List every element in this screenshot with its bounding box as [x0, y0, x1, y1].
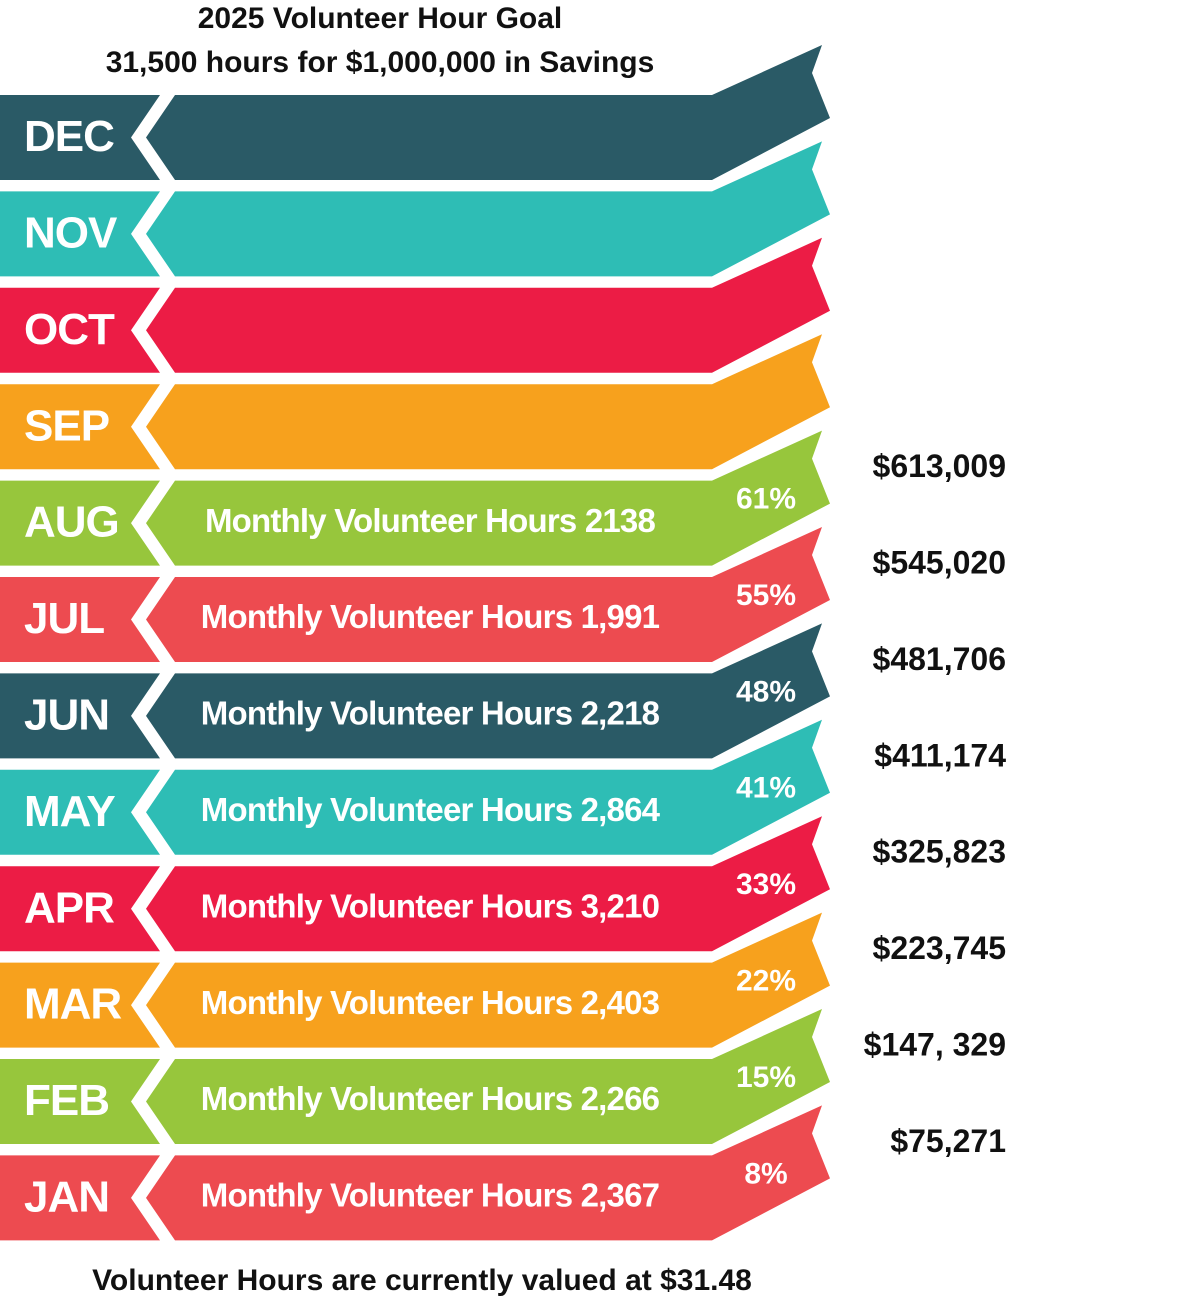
month-label: SEP: [24, 401, 109, 450]
percent-label: 33%: [736, 868, 796, 901]
hours-label: Monthly Volunteer Hours 2138: [205, 502, 656, 539]
ribbon: [146, 816, 830, 952]
hours-label: Monthly Volunteer Hours 2,864: [201, 791, 661, 828]
hours-label: Monthly Volunteer Hours 2,266: [201, 1080, 660, 1117]
savings-label: $325,823: [873, 834, 1006, 870]
savings-label: $481,706: [873, 641, 1006, 677]
month-tab: [0, 384, 160, 470]
savings-label: $223,745: [873, 930, 1006, 966]
month-tab: [0, 577, 160, 662]
subtitle: 31,500 hours for $1,000,000 in Savings: [106, 46, 655, 79]
month-label: MAY: [24, 787, 115, 836]
ribbon: [146, 1105, 830, 1241]
savings-label: $545,020: [873, 544, 1006, 580]
savings-label: $147, 329: [864, 1026, 1006, 1062]
ribbon: [146, 527, 830, 662]
month-label: MAR: [24, 980, 121, 1029]
hours-label: Monthly Volunteer Hours 2,367: [201, 1177, 659, 1214]
month-label: JAN: [24, 1173, 109, 1222]
savings-label: $75,271: [890, 1123, 1006, 1159]
savings-label: $411,174: [874, 737, 1006, 773]
ribbon: [146, 912, 830, 1048]
percent-label: 55%: [736, 579, 796, 612]
month-tab: [0, 962, 160, 1048]
hours-label: Monthly Volunteer Hours 3,210: [201, 887, 659, 924]
ribbon: [146, 334, 830, 470]
month-tab: [0, 287, 160, 373]
percent-label: 48%: [736, 675, 796, 708]
month-label: JUL: [24, 594, 104, 643]
percent-label: 41%: [736, 772, 796, 805]
hours-label: Monthly Volunteer Hours 2,218: [201, 695, 660, 732]
percent-label: 22%: [736, 965, 796, 998]
month-tab: [0, 769, 160, 855]
hours-label: Monthly Volunteer Hours 1,991: [201, 598, 660, 635]
month-tab: [0, 866, 160, 952]
ribbon: [146, 719, 830, 855]
footer: Volunteer Hours are currently valued at …: [92, 1264, 752, 1297]
month-tab: [0, 95, 160, 180]
month-label: DEC: [24, 112, 114, 161]
ribbon: [146, 141, 830, 277]
month-label: AUG: [24, 498, 119, 547]
month-tab: [0, 191, 160, 277]
ribbon: [146, 1009, 830, 1144]
month-label: JUN: [24, 691, 109, 740]
month-label: FEB: [24, 1076, 109, 1125]
month-tab: [0, 480, 160, 566]
ribbon: [146, 623, 830, 759]
ribbon: [146, 237, 830, 373]
hours-label: Monthly Volunteer Hours 2,403: [201, 984, 660, 1021]
title: 2025 Volunteer Hour Goal: [198, 2, 563, 35]
ribbon: [146, 430, 830, 566]
month-label: APR: [24, 883, 114, 932]
month-tab: [0, 673, 160, 759]
month-tab: [0, 1059, 160, 1144]
percent-label: 61%: [736, 483, 796, 516]
ribbon: [146, 45, 830, 180]
month-tab: [0, 1155, 160, 1241]
month-label: OCT: [24, 305, 115, 354]
month-label: NOV: [24, 209, 118, 258]
percent-label: 15%: [736, 1061, 796, 1094]
savings-label: $613,009: [873, 448, 1006, 484]
percent-label: 8%: [744, 1157, 787, 1190]
